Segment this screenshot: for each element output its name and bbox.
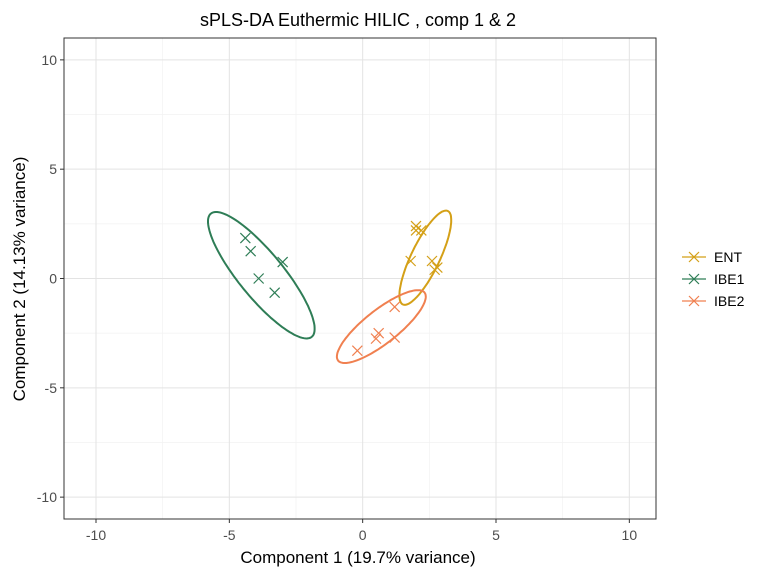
legend: ENT IBE1 IBE2 (682, 249, 745, 309)
legend-label: IBE1 (714, 271, 745, 287)
data-points (239, 220, 443, 357)
point-ibe1 (269, 287, 281, 299)
point-ent (410, 224, 422, 236)
point-ibe1 (277, 256, 289, 268)
point-ent (415, 224, 427, 236)
legend-item-ibe1: IBE1 (682, 271, 745, 287)
y-tick-label: -10 (37, 489, 57, 505)
legend-label: IBE2 (714, 293, 745, 309)
ellipse-ent (398, 209, 453, 306)
point-ibe1 (253, 273, 265, 284)
point-ent (410, 220, 422, 232)
x-tick-label: 10 (622, 527, 638, 543)
point-ent (426, 255, 438, 267)
y-tick-label: 0 (49, 271, 57, 287)
y-axis-label: Component 2 (14.13% variance) (10, 157, 29, 402)
point-ibe2 (389, 332, 401, 343)
ellipse-ibe1 (207, 211, 316, 340)
x-axis-ticks: -10 -5 0 5 10 (86, 519, 637, 543)
legend-key-marker (688, 273, 700, 285)
point-ibe2 (370, 333, 382, 345)
chart-title: sPLS-DA Euthermic HILIC , comp 1 & 2 (200, 10, 516, 30)
x-tick-label: 5 (492, 527, 500, 543)
point-ibe1 (245, 245, 257, 257)
y-tick-label: -5 (45, 380, 58, 396)
point-ent (429, 264, 441, 276)
x-tick-label: -5 (223, 527, 236, 543)
y-axis-ticks: -10 -5 0 5 10 (37, 52, 64, 505)
legend-item-ibe2: IBE2 (682, 293, 745, 309)
legend-label: ENT (714, 249, 742, 265)
ellipse-ibe2 (335, 289, 427, 364)
point-ibe2 (389, 301, 401, 313)
y-tick-label: 5 (49, 161, 57, 177)
y-tick-label: 10 (41, 52, 57, 68)
x-axis-label: Component 1 (19.7% variance) (240, 548, 475, 567)
point-ibe2 (351, 345, 363, 357)
legend-item-ent: ENT (682, 249, 742, 265)
legend-key-marker (688, 251, 700, 263)
point-ibe1 (239, 232, 251, 244)
confidence-ellipses (207, 209, 453, 364)
legend-key-marker (688, 295, 700, 307)
point-ent (405, 255, 417, 267)
x-tick-label: 0 (359, 527, 367, 543)
grid-lines (64, 38, 656, 519)
x-tick-label: -10 (86, 527, 106, 543)
point-ibe2 (373, 327, 385, 339)
